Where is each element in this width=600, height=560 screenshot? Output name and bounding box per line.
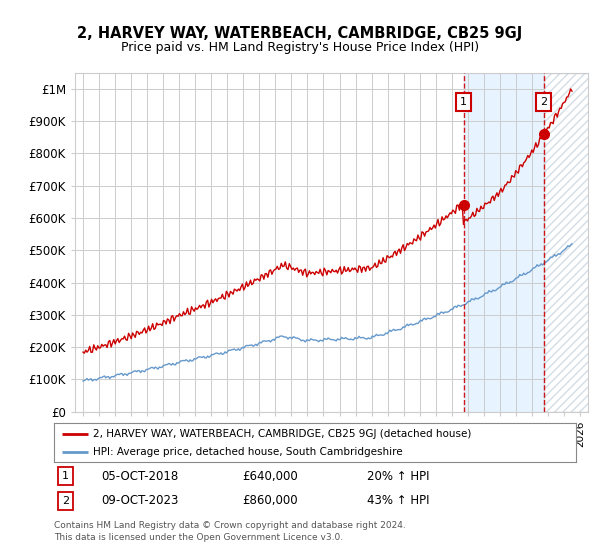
Text: 43% ↑ HPI: 43% ↑ HPI xyxy=(367,494,430,507)
Text: 1: 1 xyxy=(460,97,467,107)
Bar xyxy=(544,73,600,412)
Text: 2, HARVEY WAY, WATERBEACH, CAMBRIDGE, CB25 9GJ: 2, HARVEY WAY, WATERBEACH, CAMBRIDGE, CB… xyxy=(77,26,523,41)
Text: 09-OCT-2023: 09-OCT-2023 xyxy=(101,494,178,507)
Bar xyxy=(544,73,600,412)
Text: HPI: Average price, detached house, South Cambridgeshire: HPI: Average price, detached house, Sout… xyxy=(93,447,403,457)
Text: Contains HM Land Registry data © Crown copyright and database right 2024.
This d: Contains HM Land Registry data © Crown c… xyxy=(54,521,406,542)
Text: Price paid vs. HM Land Registry's House Price Index (HPI): Price paid vs. HM Land Registry's House … xyxy=(121,40,479,54)
Bar xyxy=(544,73,600,412)
Text: 20% ↑ HPI: 20% ↑ HPI xyxy=(367,470,430,483)
Text: 2: 2 xyxy=(62,496,69,506)
Text: 2, HARVEY WAY, WATERBEACH, CAMBRIDGE, CB25 9GJ (detached house): 2, HARVEY WAY, WATERBEACH, CAMBRIDGE, CB… xyxy=(93,429,472,439)
Text: £640,000: £640,000 xyxy=(242,470,298,483)
Text: 1: 1 xyxy=(62,471,69,481)
Text: 2: 2 xyxy=(541,97,547,107)
Text: 05-OCT-2018: 05-OCT-2018 xyxy=(101,470,178,483)
Text: £860,000: £860,000 xyxy=(242,494,298,507)
Bar xyxy=(464,73,544,412)
